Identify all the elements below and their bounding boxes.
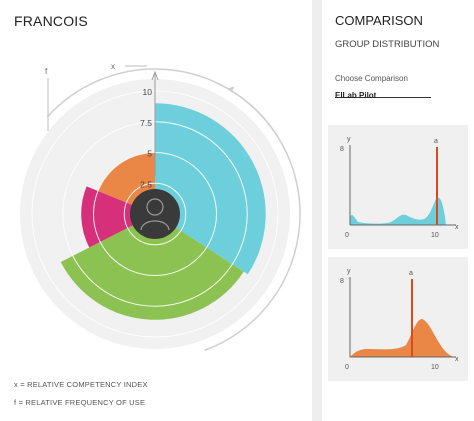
comparison-panel: COMPARISON GROUP DISTRIBUTION Choose Com… (322, 0, 474, 421)
x-axis-label: x (455, 356, 459, 363)
x-axis-label: x (455, 224, 459, 231)
x-max-label: 10 (431, 364, 439, 371)
person-icon (140, 220, 170, 231)
choose-comparison-value: ElLab Pilot (335, 91, 377, 100)
x-axis-arrow (151, 70, 159, 81)
y-max-label: 8 (340, 278, 344, 285)
distribution-chart-2: y 8 0 10 x a (340, 268, 459, 371)
f-axis-label: f (45, 67, 48, 76)
comparison-subtitle: GROUP DISTRIBUTION (335, 39, 440, 50)
tick-label-2.5: 2.5 (140, 179, 152, 189)
x-min-label: 0 (345, 364, 349, 371)
legend-f: f = RELATIVE FREQUENCY OF USE (14, 398, 146, 407)
distribution-card-2: y 8 0 10 x a (328, 257, 468, 381)
y-axis-label: y (347, 268, 351, 275)
x-max-label: 10 (431, 232, 439, 239)
frequency-arrow (227, 86, 235, 93)
x-min-label: 0 (345, 232, 349, 239)
distribution-area (350, 197, 446, 225)
y-axis-label: y (347, 136, 351, 143)
ring-1 (123, 182, 187, 246)
marker-label: a (409, 270, 413, 277)
page-title: FRANCOIS (14, 13, 88, 29)
marker-label: a (434, 138, 438, 145)
radial-competency-chart: f x 2.5 5 7.5 10 (20, 62, 301, 351)
legend-x: x = RELATIVE COMPETENCY INDEX (14, 380, 148, 389)
tick-label-5: 5 (147, 149, 152, 159)
choose-comparison-label: Choose Comparison (335, 74, 408, 83)
tick-label-10: 10 (143, 87, 153, 97)
x-axis-label: x (111, 62, 115, 71)
person-icon-head (146, 198, 164, 216)
sector-magenta[interactable] (81, 186, 155, 248)
profile-panel: FRANCOIS f x 2.5 5 7.5 10 x = RELATIVE COMPET… (14, 13, 301, 407)
panel-divider (312, 0, 322, 421)
distribution-area (350, 319, 454, 357)
choose-comparison-select[interactable]: ElLab Pilot (335, 85, 431, 100)
distribution-card-1: y 8 0 10 x a (328, 125, 468, 249)
avatar (130, 189, 180, 239)
sector-green[interactable] (60, 214, 244, 320)
comparison-title: COMPARISON (335, 13, 423, 28)
y-max-label: 8 (340, 146, 344, 153)
distribution-chart-1: y 8 0 10 x a (340, 136, 459, 239)
sector-blue[interactable] (155, 103, 266, 275)
tick-label-7.5: 7.5 (140, 118, 152, 128)
